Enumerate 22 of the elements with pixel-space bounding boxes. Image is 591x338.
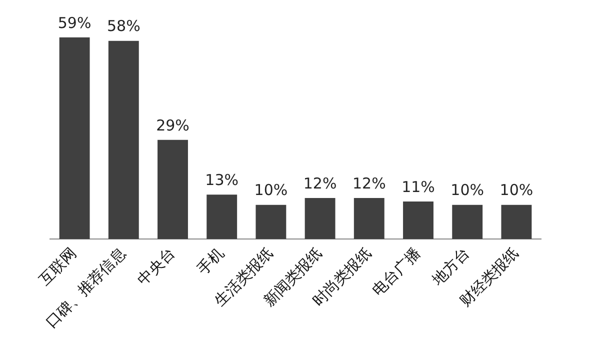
data-label: 12% bbox=[303, 174, 337, 192]
data-label: 58% bbox=[106, 17, 140, 36]
data-label: 10% bbox=[500, 181, 534, 200]
x-tick-label: 手机 bbox=[193, 244, 228, 278]
bar bbox=[108, 40, 139, 240]
data-label: 10% bbox=[450, 181, 484, 200]
data-label: 13% bbox=[205, 170, 239, 189]
x-tick-label: 中央台 bbox=[134, 244, 178, 289]
bar bbox=[501, 204, 532, 240]
bar bbox=[403, 201, 434, 240]
data-label: 10% bbox=[254, 181, 288, 200]
bar bbox=[452, 204, 483, 240]
data-label: 12% bbox=[352, 174, 386, 192]
bar bbox=[158, 140, 188, 240]
bar bbox=[256, 204, 286, 240]
data-label: 29% bbox=[156, 116, 190, 134]
data-label: 11% bbox=[402, 178, 435, 196]
bar bbox=[354, 198, 384, 240]
bar bbox=[206, 194, 238, 240]
bar bbox=[304, 198, 336, 240]
bar bbox=[59, 37, 90, 240]
data-label: 59% bbox=[58, 14, 92, 32]
